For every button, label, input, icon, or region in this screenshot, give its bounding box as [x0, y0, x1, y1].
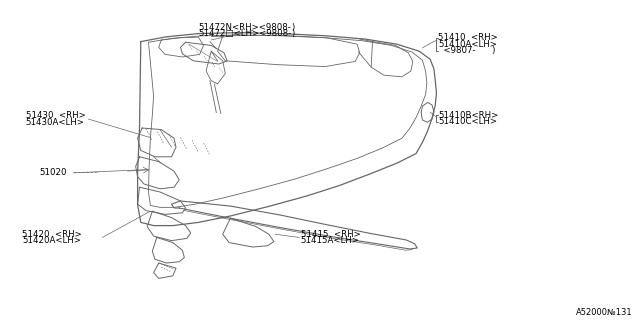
Text: ): ): [291, 29, 294, 38]
Text: ): ): [291, 23, 294, 32]
Text: <9807-      ): <9807- ): [438, 46, 496, 55]
Text: 51020: 51020: [40, 168, 67, 177]
Text: 51430A<LH>: 51430A<LH>: [26, 118, 84, 127]
Text: 51420  <RH>: 51420 <RH>: [22, 230, 82, 239]
Text: 51420A<LH>: 51420A<LH>: [22, 236, 81, 245]
Text: 51415  <RH>: 51415 <RH>: [301, 230, 360, 239]
Text: 51410A<LH>: 51410A<LH>: [438, 40, 497, 49]
Text: 51472□<LH><9808-: 51472□<LH><9808-: [198, 29, 292, 38]
Text: 51410C<LH>: 51410C<LH>: [438, 117, 497, 126]
Text: 51410B<RH>: 51410B<RH>: [438, 111, 499, 120]
Text: A52000№131: A52000№131: [576, 308, 632, 317]
Text: 51472N<RH><9808-: 51472N<RH><9808-: [198, 23, 291, 32]
Text: 51415A<LH>: 51415A<LH>: [301, 236, 360, 245]
Text: 51410  <RH>: 51410 <RH>: [438, 33, 498, 42]
Text: 51430  <RH>: 51430 <RH>: [26, 111, 85, 120]
